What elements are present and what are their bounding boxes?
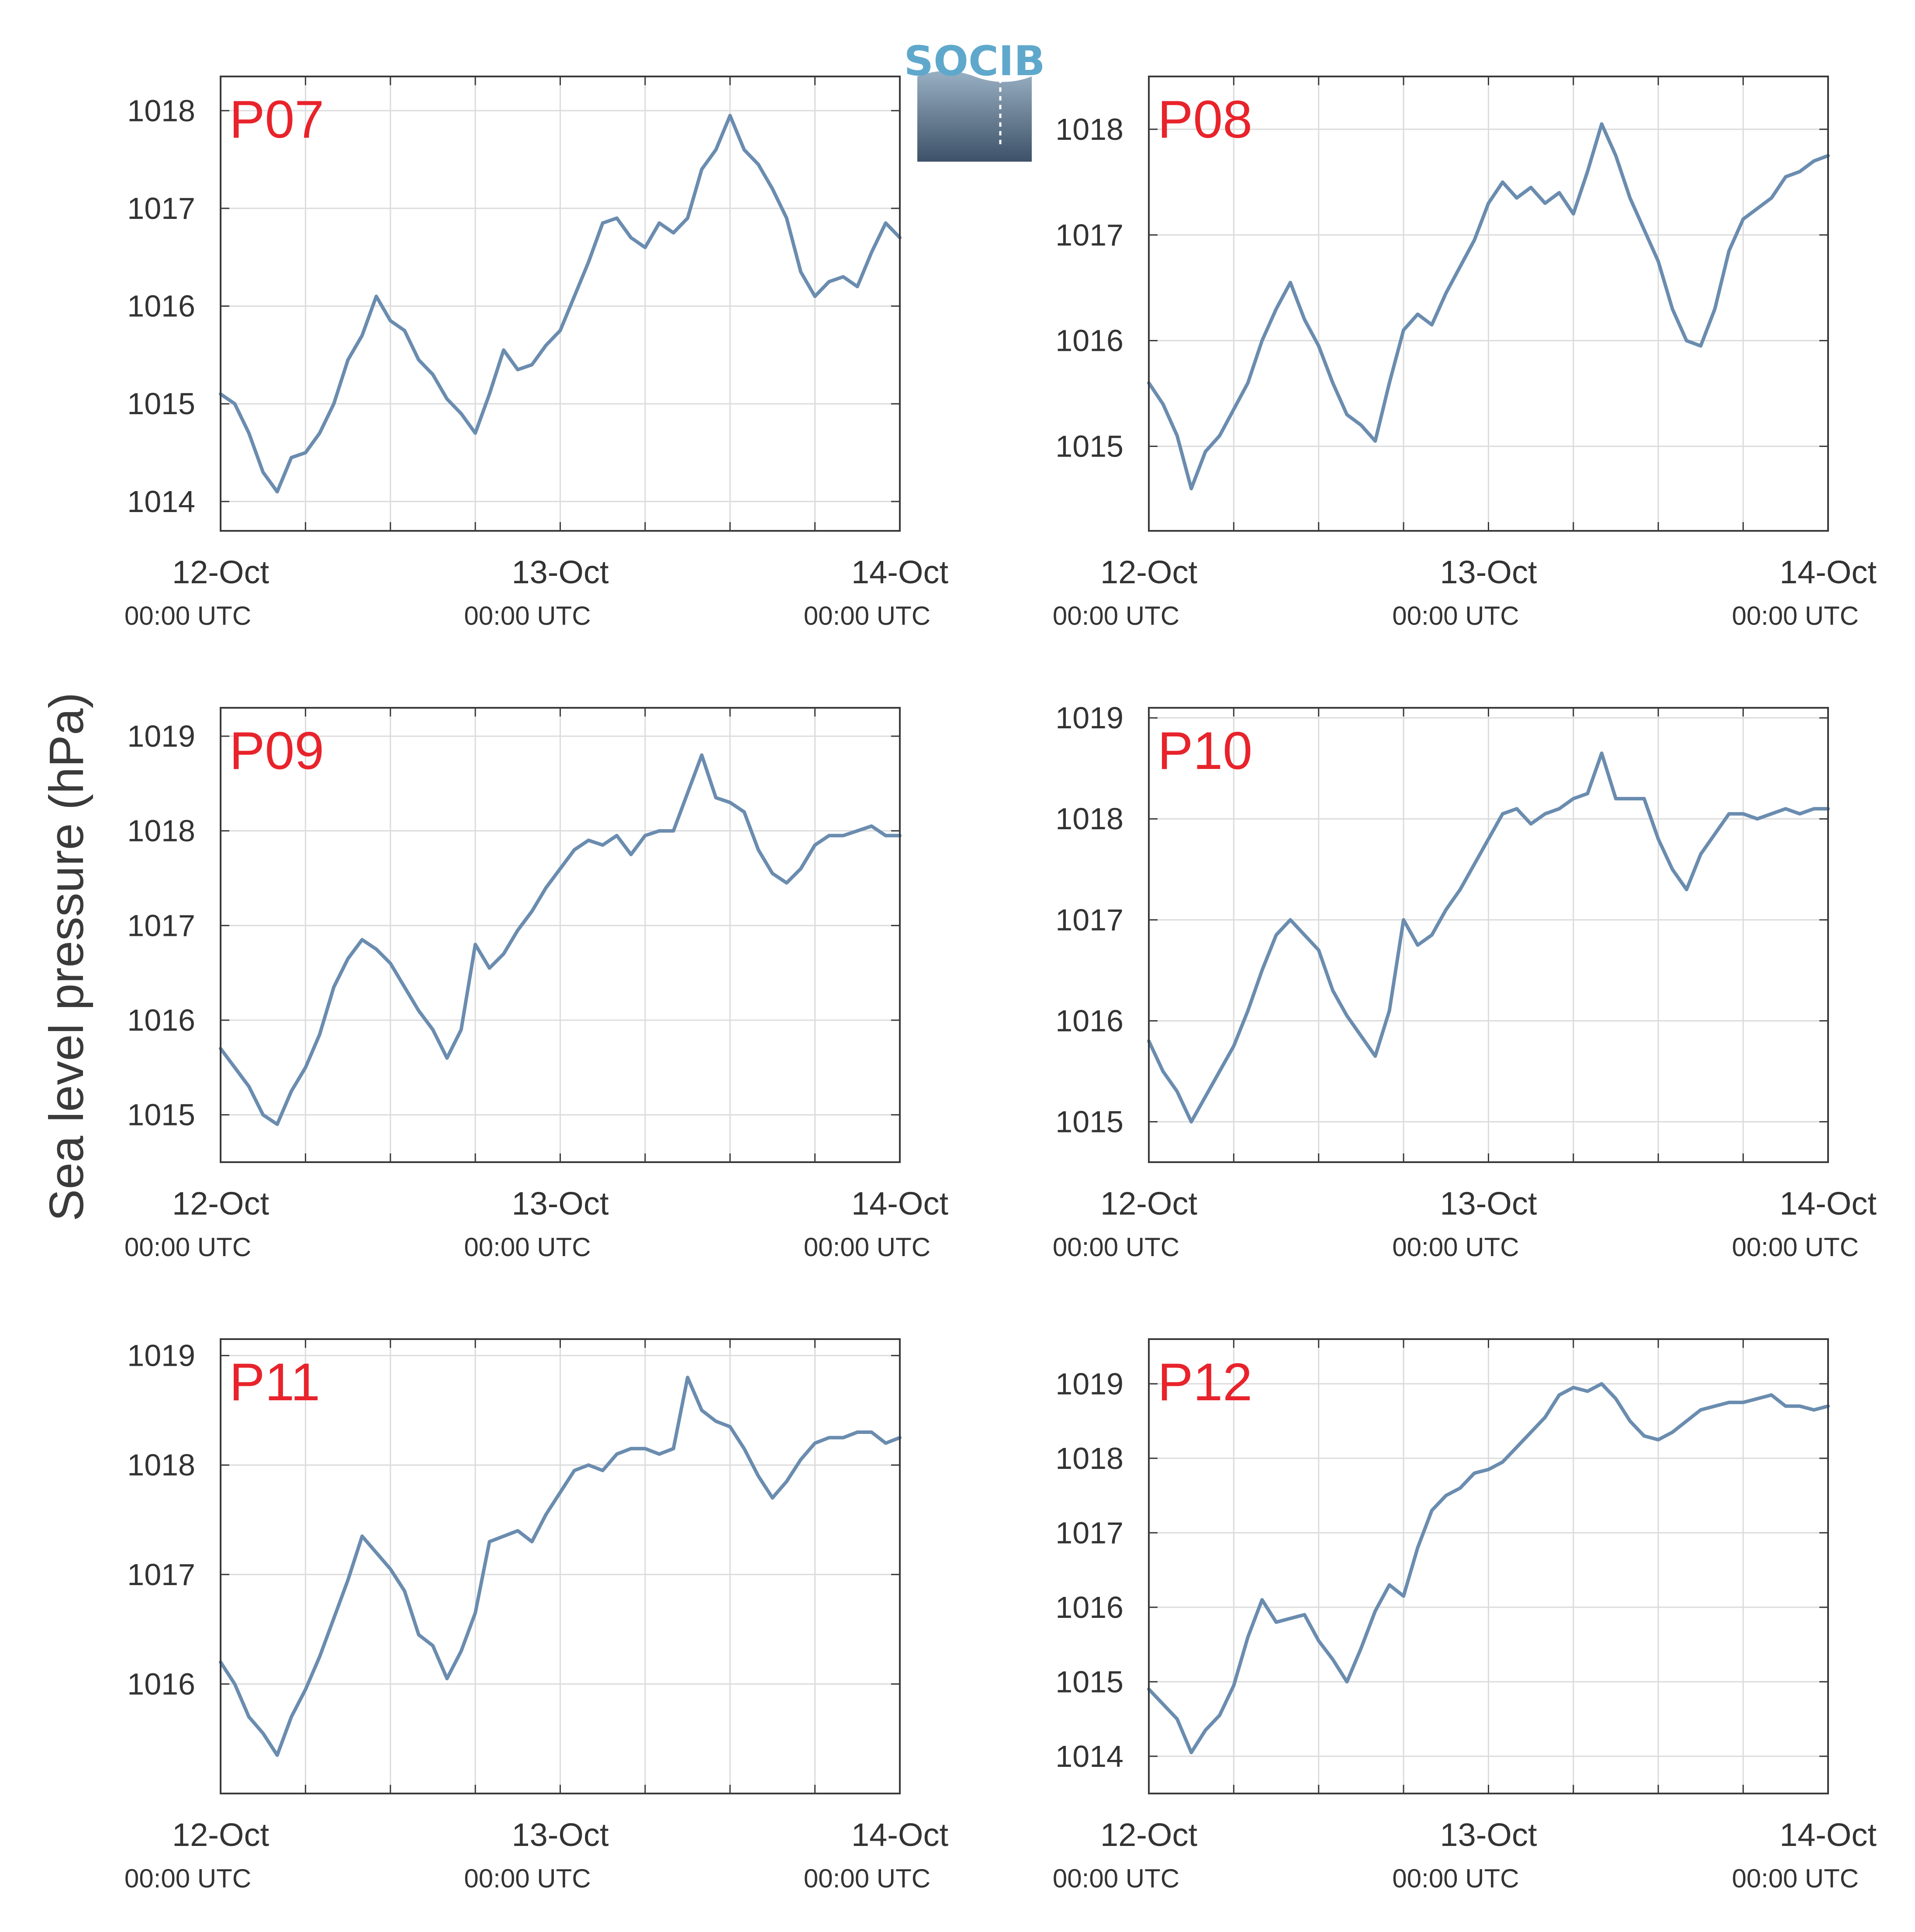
y-tick-label: 1015	[127, 387, 195, 421]
panel-label: P09	[229, 721, 324, 780]
panel-p10: 1015 1016 1017 1018 1019 12-Oct 00:00 UTC 13-Oc…	[1053, 701, 1877, 1262]
axes-frame	[1148, 76, 1829, 532]
x-tick-date-label: 14-Oct	[1780, 554, 1877, 590]
panel-p12: 1014 1015 1016 1017 1018 1019 12-Oct 00:00 UTC 1…	[1053, 1338, 1877, 1893]
panel-p07: 1014 1015 1016 1017 1018 12-Oct 00:00 UTC 13-Oc…	[124, 76, 949, 630]
x-tick-date-label: 14-Oct	[851, 554, 949, 590]
x-tick-time-label: 00:00 UTC	[1392, 601, 1519, 630]
x-tick-time-label: 00:00 UTC	[464, 1864, 591, 1893]
y-tick-label: 1017	[1055, 218, 1123, 252]
y-tick-label: 1019	[1055, 1367, 1123, 1401]
y-tick-label: 1016	[127, 1003, 195, 1037]
y-tick-label: 1019	[1055, 701, 1123, 735]
pressure-series-line	[1147, 1382, 1830, 1755]
axes-frame	[220, 1338, 901, 1794]
x-tick-date-label: 14-Oct	[1780, 1817, 1877, 1853]
y-tick-label: 1018	[127, 1448, 195, 1482]
x-tick-date-label: 13-Oct	[512, 1817, 609, 1853]
x-tick-time-label: 00:00 UTC	[1053, 1864, 1179, 1893]
x-tick-time-label: 00:00 UTC	[124, 601, 251, 630]
pressure-series-line	[219, 1375, 902, 1757]
x-tick-time-label: 00:00 UTC	[1732, 1233, 1859, 1262]
x-tick-time-label: 00:00 UTC	[464, 1233, 591, 1262]
y-tick-label: 1015	[1055, 429, 1123, 464]
socib-logo-wave	[917, 70, 1032, 82]
y-tick-label: 1018	[1055, 112, 1123, 146]
axes-frame	[220, 707, 901, 1163]
y-tick-label: 1017	[127, 191, 195, 225]
x-tick-date-label: 13-Oct	[1440, 1817, 1537, 1853]
y-tick-label: 1018	[1055, 1441, 1123, 1475]
y-tick-label: 1017	[127, 1558, 195, 1592]
x-tick-time-label: 00:00 UTC	[804, 1864, 930, 1893]
axes-frame	[1148, 1338, 1829, 1794]
pressure-series-line	[219, 753, 902, 1126]
x-tick-time-label: 00:00 UTC	[464, 601, 591, 630]
x-tick-time-label: 00:00 UTC	[804, 1233, 930, 1262]
axes-frame	[220, 76, 901, 532]
panels: 1014 1015 1016 1017 1018 12-Oct 00:00 UTC 13-Oc…	[124, 76, 1877, 1893]
x-tick-date-label: 12-Oct	[172, 1185, 270, 1222]
panel-label: P08	[1158, 90, 1252, 149]
y-tick-label: 1014	[1055, 1739, 1123, 1773]
y-tick-label: 1018	[127, 93, 195, 128]
x-tick-date-label: 13-Oct	[1440, 1185, 1537, 1222]
axes-frame	[1148, 707, 1829, 1163]
x-tick-date-label: 12-Oct	[1100, 1817, 1198, 1853]
x-tick-time-label: 00:00 UTC	[124, 1233, 251, 1262]
x-tick-time-label: 00:00 UTC	[1053, 1233, 1179, 1262]
y-tick-label: 1016	[127, 289, 195, 323]
y-tick-label: 1015	[1055, 1665, 1123, 1699]
x-tick-time-label: 00:00 UTC	[124, 1864, 251, 1893]
x-tick-time-label: 00:00 UTC	[1392, 1864, 1519, 1893]
panel-label: P12	[1158, 1352, 1252, 1412]
x-tick-time-label: 00:00 UTC	[1732, 601, 1859, 630]
y-tick-label: 1014	[127, 485, 195, 519]
x-tick-date-label: 12-Oct	[172, 554, 270, 590]
y-tick-label: 1017	[1055, 903, 1123, 937]
x-tick-time-label: 00:00 UTC	[1053, 601, 1179, 630]
x-tick-date-label: 14-Oct	[851, 1817, 949, 1853]
panel-p11: 1016 1017 1018 1019 12-Oct 00:00 UTC 13-Oct 00:…	[124, 1338, 949, 1893]
x-tick-date-label: 13-Oct	[512, 1185, 609, 1222]
panel-label: P10	[1158, 721, 1252, 780]
x-tick-time-label: 00:00 UTC	[804, 601, 930, 630]
y-tick-label: 1016	[127, 1667, 195, 1701]
x-tick-time-label: 00:00 UTC	[1392, 1233, 1519, 1262]
y-tick-label: 1015	[127, 1098, 195, 1132]
panel-label: P11	[229, 1352, 320, 1412]
y-tick-label: 1017	[127, 908, 195, 942]
y-tick-label: 1016	[1055, 1590, 1123, 1624]
socib-logo-text: SOCIB	[904, 38, 1045, 85]
y-tick-label: 1017	[1055, 1516, 1123, 1550]
y-tick-label: 1016	[1055, 1004, 1123, 1038]
socib-logo-gradient	[917, 70, 1032, 162]
pressure-series-line	[1147, 122, 1830, 491]
x-tick-date-label: 14-Oct	[851, 1185, 949, 1222]
socib-logo: SOCIB	[904, 38, 1045, 162]
x-tick-date-label: 12-Oct	[172, 1817, 270, 1853]
y-tick-label: 1019	[127, 719, 195, 753]
y-tick-label: 1018	[1055, 802, 1123, 836]
x-tick-date-label: 14-Oct	[1780, 1185, 1877, 1222]
panel-label: P07	[229, 90, 324, 149]
x-tick-date-label: 13-Oct	[1440, 554, 1537, 590]
y-tick-label: 1019	[127, 1339, 195, 1373]
x-tick-date-label: 12-Oct	[1100, 554, 1198, 590]
y-axis-label: Sea level pressure (hPa)	[40, 692, 93, 1222]
pressure-series-line	[1147, 751, 1830, 1124]
x-tick-time-label: 00:00 UTC	[1732, 1864, 1859, 1893]
x-tick-date-label: 13-Oct	[512, 554, 609, 590]
panel-p08: 1015 1016 1017 1018 12-Oct 00:00 UTC 13-Oct 00:…	[1053, 76, 1877, 630]
panel-p09: 1015 1016 1017 1018 1019 12-Oct 00:00 UTC 13-Oc…	[124, 707, 949, 1262]
y-tick-label: 1016	[1055, 324, 1123, 358]
y-tick-label: 1015	[1055, 1105, 1123, 1139]
x-tick-date-label: 12-Oct	[1100, 1185, 1198, 1222]
y-tick-label: 1018	[127, 814, 195, 848]
pressure-series-line	[219, 114, 902, 494]
